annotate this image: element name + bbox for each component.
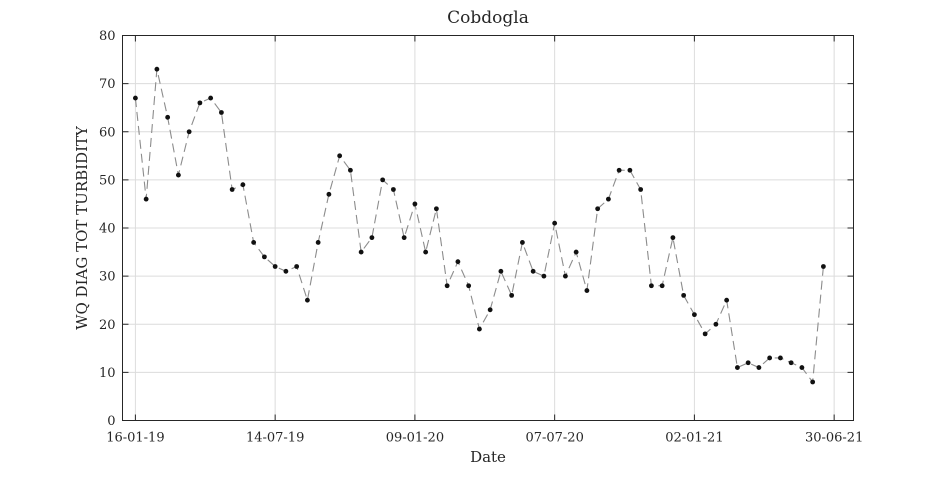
data-point [584,288,590,293]
data-point [208,95,214,101]
grid-lines [122,35,854,421]
data-point [358,249,364,255]
data-point [326,191,332,197]
data-point [219,110,224,115]
data-point [778,355,783,361]
x-axis-title: Date [470,448,506,466]
y-tick-label: 0 [107,414,115,429]
data-point [251,240,257,245]
data-point [434,206,439,212]
y-tick-label: 80 [99,29,116,44]
data-point [455,259,461,265]
data-point [767,355,773,361]
y-tick-label: 10 [99,366,116,381]
y-tick-label: 40 [99,222,116,237]
data-point [616,167,622,173]
data-point [337,153,343,159]
data-point [552,220,558,226]
data-point [401,235,407,241]
data-point [573,249,579,255]
data-point [756,365,762,370]
data-point [735,365,740,370]
data-point [444,283,450,289]
chart-title: Cobdogla [447,8,529,28]
data-point [240,182,246,188]
data-point [229,187,235,192]
data-point [627,167,633,173]
data-point [315,240,321,245]
data-point [821,264,826,269]
data-point [670,235,676,241]
axis-ticks: 0 10 20 30 40 50 60 70 80 16-01-19 14-07-19 09-01-2… [99,29,863,446]
x-tick-label: 16-01-19 [106,431,164,446]
data-point [702,331,708,337]
data-point [380,177,386,183]
data-point [810,379,816,385]
data-point [595,206,601,212]
y-tick-label: 60 [99,125,116,140]
data-point [176,172,181,178]
data-point [541,273,547,279]
y-tick-label: 50 [99,173,116,188]
y-tick-label: 30 [99,270,116,285]
data-point [133,95,138,101]
x-tick-label: 30-06-21 [805,431,863,446]
data-point [563,273,568,279]
data-point [799,365,805,370]
data-series [133,66,826,385]
data-point [788,360,794,366]
x-tick-label: 14-07-19 [246,431,304,446]
data-point [498,268,504,274]
data-point [143,196,149,202]
y-tick-label: 20 [99,318,116,333]
data-point [369,235,375,241]
series-line [134,69,824,384]
data-point [520,240,525,245]
data-point [294,264,300,269]
data-point [466,283,472,289]
data-point [412,201,418,207]
data-point [186,129,192,135]
data-point [283,268,289,274]
data-point [423,249,429,255]
data-point [272,264,278,269]
data-point [509,292,515,298]
y-axis-title: WQ DIAG TOT TURBIDITY [73,125,91,330]
data-point [681,292,687,298]
data-point [154,66,160,72]
data-point [606,196,611,202]
data-point [659,283,665,289]
data-point [530,268,536,274]
data-point [713,321,719,327]
data-point [391,187,396,192]
x-tick-label: 07-07-20 [525,431,583,446]
data-point [348,167,353,173]
data-point [197,100,203,106]
data-point [724,297,730,303]
data-point [165,114,171,120]
x-tick-label: 02-01-21 [665,431,723,446]
data-point [477,326,482,332]
data-point [305,297,310,303]
data-point [649,283,654,289]
data-point [487,307,493,313]
data-point [745,360,751,366]
data-point [692,312,697,318]
y-tick-label: 70 [99,77,116,92]
data-point [262,254,267,260]
x-tick-label: 09-01-20 [386,431,444,446]
data-point [638,187,644,192]
